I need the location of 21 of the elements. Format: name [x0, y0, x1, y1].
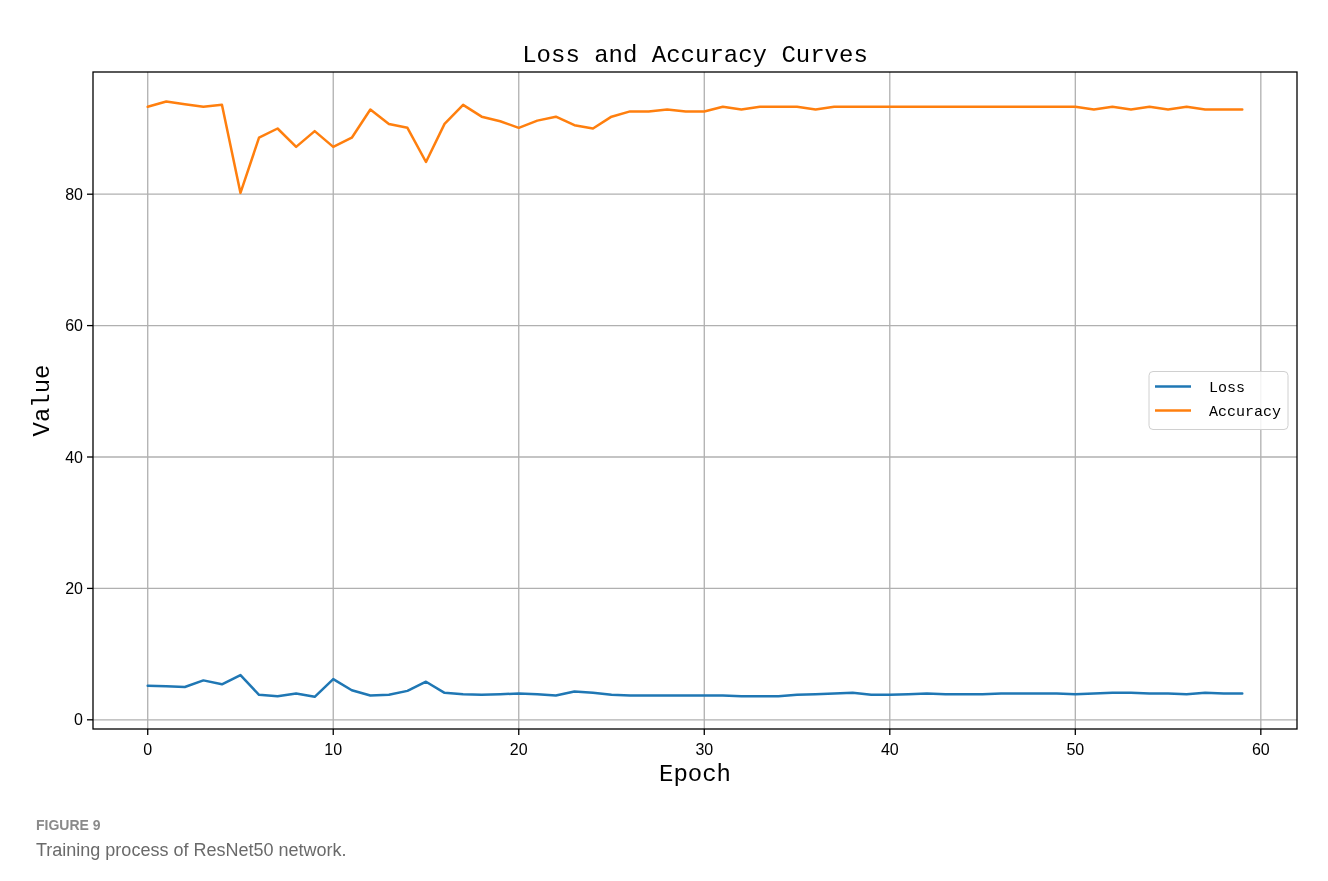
caption: FIGURE 9: [36, 817, 101, 833]
x-tick-label: 20: [509, 741, 528, 758]
x-axis-title: Epoch: [658, 761, 732, 788]
chart-title: Loss and Accuracy Curves: [522, 42, 868, 69]
line-series: [146, 100, 1244, 195]
x-tick-label: 30: [695, 741, 714, 758]
legend-label: Accuracy: [1209, 403, 1282, 421]
x-tick-label: 0: [143, 741, 153, 758]
y-tick-label: 0: [74, 711, 84, 729]
x-tick-label: 60: [1251, 741, 1270, 758]
y-tick-label: 40: [65, 448, 84, 466]
y-axis-title: Value: [29, 364, 56, 437]
y-tick-label: 20: [65, 579, 84, 597]
x-tick-label: 10: [324, 741, 343, 758]
x-tick-label: 40: [880, 741, 899, 758]
text: Training process of ResNet50 network.: [36, 840, 347, 860]
line-series: [146, 673, 1244, 699]
y-tick-label: 80: [65, 185, 84, 203]
x-tick-label: 50: [1066, 741, 1085, 758]
legend-label: Loss: [1209, 379, 1246, 397]
y-tick-label: 60: [65, 317, 84, 335]
